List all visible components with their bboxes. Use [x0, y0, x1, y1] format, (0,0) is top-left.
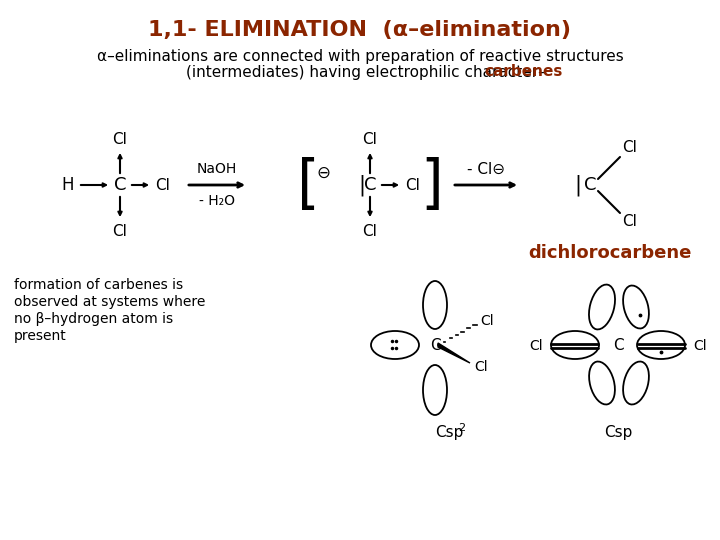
Text: C: C [584, 176, 596, 194]
Text: ]: ] [420, 157, 444, 213]
Text: - H₂O: - H₂O [199, 194, 235, 208]
Text: C: C [114, 176, 126, 194]
Text: Csp: Csp [435, 426, 464, 441]
Text: observed at systems where: observed at systems where [14, 295, 205, 309]
Ellipse shape [423, 281, 447, 329]
Text: Cl: Cl [112, 224, 127, 239]
Text: Cl: Cl [623, 140, 637, 156]
Text: Cl: Cl [363, 132, 377, 146]
Text: (intermediates) having electrophilic character–: (intermediates) having electrophilic cha… [186, 64, 551, 79]
Text: Cl: Cl [112, 132, 127, 146]
Text: Cl: Cl [405, 178, 420, 192]
Text: 2: 2 [458, 423, 465, 433]
Text: no β–hydrogen atom is: no β–hydrogen atom is [14, 312, 173, 326]
Ellipse shape [423, 365, 447, 415]
Text: C: C [613, 338, 624, 353]
Ellipse shape [589, 361, 615, 404]
Text: Cl: Cl [623, 214, 637, 230]
Ellipse shape [637, 331, 685, 359]
Text: present: present [14, 329, 67, 343]
Text: |: | [575, 174, 582, 195]
Text: |: | [359, 174, 366, 195]
Text: Cl: Cl [693, 339, 707, 353]
Ellipse shape [551, 331, 599, 359]
Text: formation of carbenes is: formation of carbenes is [14, 278, 183, 292]
Text: Cl: Cl [529, 339, 543, 353]
Text: - Cl⊖: - Cl⊖ [467, 161, 505, 177]
Text: ⊖: ⊖ [316, 164, 330, 182]
Text: H: H [62, 176, 74, 194]
Text: C: C [364, 176, 377, 194]
Ellipse shape [623, 286, 649, 328]
Ellipse shape [371, 331, 419, 359]
Text: NaOH: NaOH [197, 162, 237, 176]
Text: Cl: Cl [480, 314, 494, 328]
Ellipse shape [589, 285, 615, 329]
Polygon shape [438, 343, 470, 363]
Text: α–eliminations are connected with preparation of reactive structures: α–eliminations are connected with prepar… [96, 49, 624, 64]
Text: 1,1- ELIMINATION  (α–elimination): 1,1- ELIMINATION (α–elimination) [148, 20, 572, 40]
Text: dichlorocarbene: dichlorocarbene [528, 244, 692, 262]
Text: carbenes: carbenes [484, 64, 562, 79]
Text: [: [ [297, 157, 320, 213]
Text: Cl: Cl [156, 178, 171, 192]
Text: Csp: Csp [604, 426, 632, 441]
Text: C: C [430, 338, 441, 353]
Ellipse shape [623, 361, 649, 404]
Text: Cl: Cl [363, 224, 377, 239]
Text: Cl: Cl [474, 360, 487, 374]
